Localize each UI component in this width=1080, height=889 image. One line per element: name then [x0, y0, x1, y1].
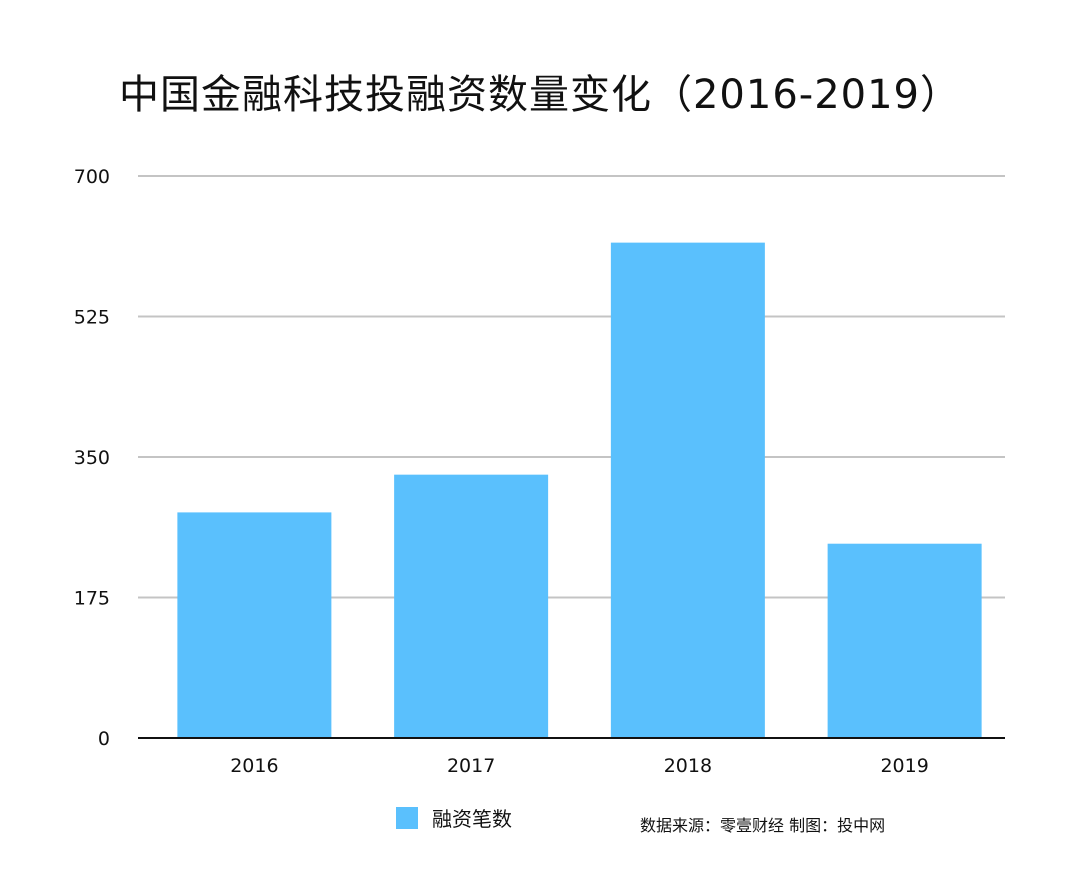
x-tick-label: 2016: [230, 755, 278, 777]
chart-title: 中国金融科技投融资数量变化（2016-2019）: [118, 72, 962, 118]
x-tick-label: 2017: [447, 755, 495, 777]
legend-label: 融资笔数: [432, 807, 512, 831]
bar: [610, 242, 765, 738]
source-note: 数据来源：零壹财经 制图：投中网: [640, 816, 886, 835]
y-tick-label: 700: [74, 166, 110, 188]
bar: [827, 543, 982, 738]
legend-swatch: [396, 806, 418, 829]
y-tick-label: 0: [98, 728, 110, 750]
x-tick-label: 2018: [664, 755, 712, 777]
y-tick-label: 350: [74, 447, 110, 469]
y-tick-label: 175: [74, 588, 110, 610]
y-tick-label: 525: [74, 307, 110, 329]
bar: [177, 512, 332, 738]
legend: 融资笔数: [396, 803, 512, 832]
x-tick-label: 2019: [880, 755, 928, 777]
bar: [394, 474, 549, 738]
